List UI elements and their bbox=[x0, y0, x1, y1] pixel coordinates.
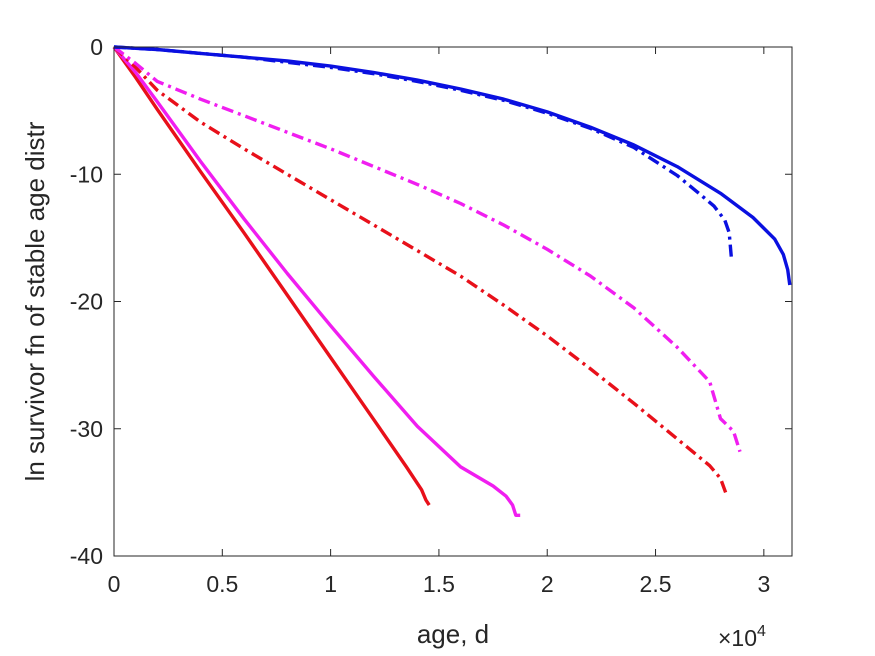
series-layer bbox=[112, 45, 792, 517]
x-tick-label: 1 bbox=[324, 571, 337, 597]
x-axis-multiplier-base: ×10 bbox=[718, 625, 757, 651]
x-tick-label: 1.5 bbox=[423, 571, 455, 597]
x-tick-label: 3 bbox=[757, 571, 770, 597]
y-tick-label: 0 bbox=[90, 34, 103, 60]
series-line-1 bbox=[112, 46, 431, 507]
series-line-6 bbox=[113, 45, 792, 286]
y-tick-label: -10 bbox=[70, 161, 103, 187]
y-tick-label: -40 bbox=[70, 543, 103, 569]
x-axis-multiplier: ×104 bbox=[718, 623, 766, 651]
series-line-4 bbox=[112, 45, 742, 453]
series-line-3 bbox=[112, 45, 729, 497]
y-tick-label: -30 bbox=[70, 416, 103, 442]
x-tick-label: 0.5 bbox=[206, 571, 238, 597]
y-tick-label: -20 bbox=[70, 289, 103, 315]
y-axis-label: ln survivor fn of stable age distr bbox=[20, 121, 50, 481]
x-tick-label: 0 bbox=[108, 571, 121, 597]
x-tick-label: 2 bbox=[541, 571, 554, 597]
plot-area bbox=[114, 47, 792, 556]
x-axis-multiplier-exponent: 4 bbox=[757, 623, 766, 640]
series-line-2 bbox=[112, 45, 521, 517]
axes-layer: 0 0.5 1 1.5 2 2.5 3 0 -10 -20 -30 -40 bbox=[70, 34, 793, 597]
x-tick-label: 2.5 bbox=[640, 571, 672, 597]
x-axis-label: age, d bbox=[417, 619, 489, 649]
